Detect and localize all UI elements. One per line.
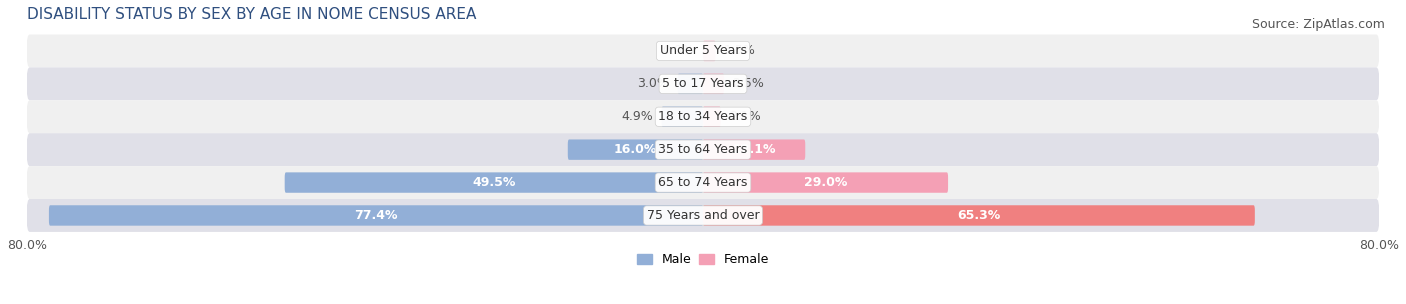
- FancyBboxPatch shape: [703, 41, 716, 61]
- FancyBboxPatch shape: [27, 199, 1379, 232]
- Text: 1.5%: 1.5%: [724, 44, 756, 57]
- Text: 12.1%: 12.1%: [733, 143, 776, 156]
- Text: 2.1%: 2.1%: [730, 110, 761, 123]
- Text: 77.4%: 77.4%: [354, 209, 398, 222]
- FancyBboxPatch shape: [703, 140, 806, 160]
- Text: 65.3%: 65.3%: [957, 209, 1001, 222]
- FancyBboxPatch shape: [284, 172, 703, 193]
- Legend: Male, Female: Male, Female: [631, 248, 775, 271]
- Text: 2.5%: 2.5%: [733, 77, 765, 90]
- FancyBboxPatch shape: [27, 67, 1379, 100]
- FancyBboxPatch shape: [703, 74, 724, 94]
- FancyBboxPatch shape: [27, 133, 1379, 166]
- Text: 18 to 34 Years: 18 to 34 Years: [658, 110, 748, 123]
- FancyBboxPatch shape: [662, 106, 703, 127]
- FancyBboxPatch shape: [49, 205, 703, 226]
- Text: 0.0%: 0.0%: [662, 44, 695, 57]
- FancyBboxPatch shape: [27, 34, 1379, 67]
- FancyBboxPatch shape: [27, 100, 1379, 133]
- Text: 5 to 17 Years: 5 to 17 Years: [662, 77, 744, 90]
- Text: 16.0%: 16.0%: [613, 143, 657, 156]
- FancyBboxPatch shape: [703, 106, 721, 127]
- FancyBboxPatch shape: [703, 172, 948, 193]
- Text: 75 Years and over: 75 Years and over: [647, 209, 759, 222]
- FancyBboxPatch shape: [27, 166, 1379, 199]
- Text: 35 to 64 Years: 35 to 64 Years: [658, 143, 748, 156]
- FancyBboxPatch shape: [568, 140, 703, 160]
- Text: 49.5%: 49.5%: [472, 176, 516, 189]
- Text: 65 to 74 Years: 65 to 74 Years: [658, 176, 748, 189]
- Text: 4.9%: 4.9%: [621, 110, 654, 123]
- Text: Source: ZipAtlas.com: Source: ZipAtlas.com: [1251, 18, 1385, 31]
- FancyBboxPatch shape: [703, 205, 1254, 226]
- Text: DISABILITY STATUS BY SEX BY AGE IN NOME CENSUS AREA: DISABILITY STATUS BY SEX BY AGE IN NOME …: [27, 7, 477, 22]
- Text: 3.0%: 3.0%: [637, 77, 669, 90]
- Text: 29.0%: 29.0%: [804, 176, 848, 189]
- FancyBboxPatch shape: [678, 74, 703, 94]
- Text: Under 5 Years: Under 5 Years: [659, 44, 747, 57]
